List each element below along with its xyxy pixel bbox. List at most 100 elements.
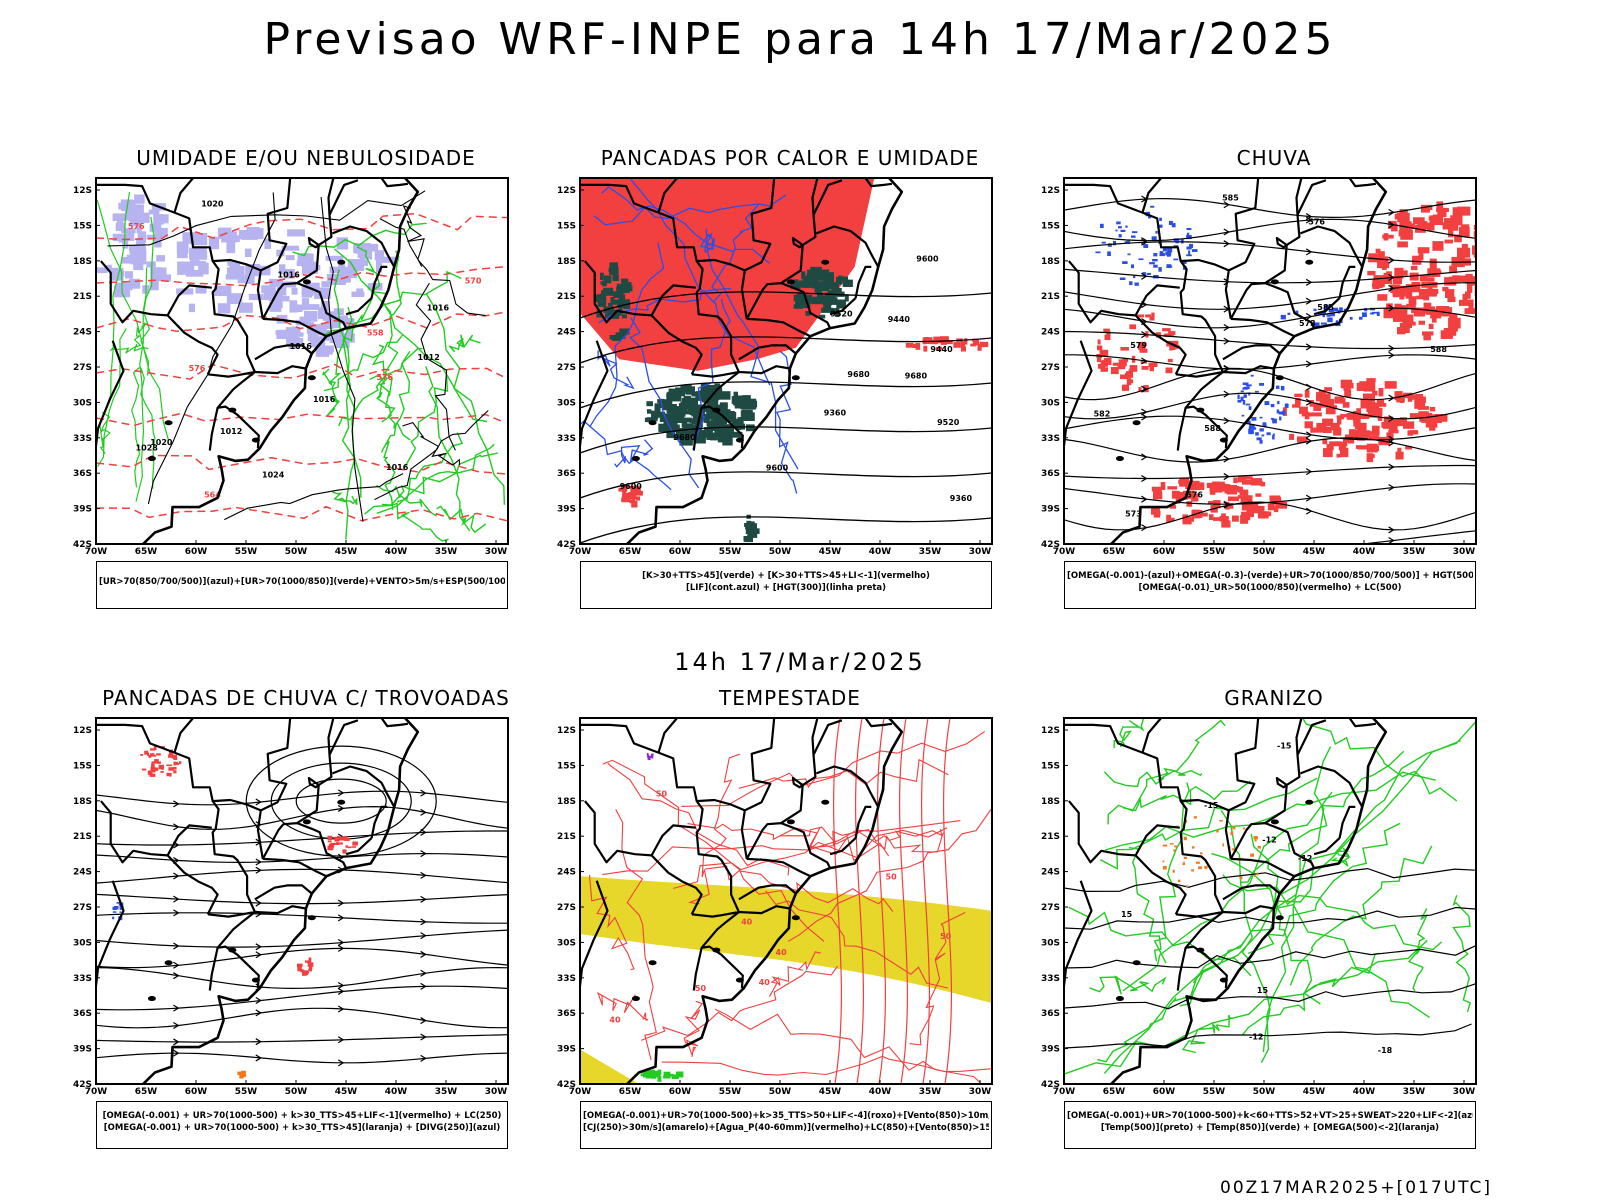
flow-arrow (1141, 385, 1148, 393)
country-borders (1064, 718, 1388, 1084)
streamline (1064, 367, 1476, 401)
heat-humidity-area (923, 345, 928, 352)
flow-arrow (1305, 312, 1313, 320)
contour-label: 1012 (418, 353, 440, 362)
omega-area (1149, 262, 1155, 265)
heat-humidity-area (631, 500, 638, 508)
rain-area (1310, 427, 1323, 433)
lat-tick-label: 15S (73, 761, 92, 771)
flow-arrow (1223, 390, 1230, 398)
omega-area (1370, 312, 1375, 315)
flow-arrow (255, 866, 262, 874)
rain-area (1237, 495, 1248, 499)
rain-area (1461, 243, 1468, 252)
humidity-upper-area (336, 237, 349, 250)
omega-area (1125, 225, 1128, 228)
flow-arrow (255, 858, 262, 866)
omega-area (1263, 424, 1267, 428)
thickness-contour (96, 212, 508, 241)
border-line (692, 947, 703, 991)
rain-area (1377, 251, 1385, 260)
omega-area (1250, 374, 1254, 377)
border-line (261, 282, 348, 329)
border-line (345, 297, 373, 316)
heat-humidity-area (634, 486, 641, 490)
rain-area (1390, 284, 1401, 293)
omega-area (1100, 223, 1104, 228)
rain-area (1369, 453, 1375, 459)
humidity-upper-area (156, 255, 165, 262)
border-line (254, 365, 307, 375)
legend-line: [OMEGA(-0.001)-(azul)+OMEGA(-0.3)-(verde… (1067, 571, 1473, 581)
omega-area (1376, 311, 1380, 316)
rain-area (1368, 257, 1380, 263)
lon-tick-label: 65W (619, 547, 642, 557)
lifted-index-contour (589, 242, 665, 428)
country-borders (96, 178, 420, 544)
border-line (692, 407, 703, 451)
rain-area (1399, 209, 1408, 217)
thickness-contour (96, 412, 505, 427)
border-line (580, 183, 740, 378)
omega-area (1279, 416, 1282, 421)
thunderstorm-area (297, 965, 301, 969)
lat-tick-label: 36S (1041, 1009, 1060, 1019)
humidity-low-contour (97, 328, 127, 467)
lat-tick-label: 33S (1041, 434, 1060, 444)
heat-humidity-area (940, 338, 947, 345)
instability-area (675, 387, 688, 394)
rain-area (1103, 328, 1110, 333)
flow-arrow (1388, 344, 1395, 352)
humidity-upper-area (118, 236, 124, 243)
streamline (96, 1052, 508, 1064)
rain-area (1166, 341, 1171, 347)
legend-box: [OMEGA(-0.001)-(azul)+OMEGA(-0.3)-(verde… (1064, 561, 1476, 609)
rain-area (1360, 399, 1368, 409)
temp-850-contour (1089, 975, 1167, 995)
flow-arrow (1305, 431, 1313, 439)
rain-area (1382, 234, 1394, 239)
lat-tick-label: 12S (557, 186, 576, 196)
lon-tick-label: 60W (1153, 1087, 1176, 1097)
rain-area (1253, 505, 1265, 514)
flow-arrow (173, 1004, 180, 1012)
flow-arrow (173, 942, 180, 950)
valid-time-title: 14h 17/Mar/2025 (674, 648, 926, 676)
omega-area (1133, 275, 1136, 279)
border-line (1313, 297, 1341, 316)
humidity-upper-area (272, 290, 283, 304)
rain-area (1412, 255, 1422, 265)
map-fields: 588 588 585 585 582 579 576 576 573 573 (1064, 194, 1476, 544)
omega-area (1246, 386, 1250, 390)
rain-area (1459, 299, 1473, 306)
rain-area (1421, 419, 1433, 423)
omega-500-area (1173, 849, 1176, 852)
instability-area (681, 417, 693, 423)
instability-area (747, 530, 755, 537)
rain-area (1221, 513, 1226, 522)
rain-area (1400, 229, 1413, 240)
omega-500-area (1196, 861, 1200, 864)
border-line (580, 340, 609, 447)
rain-area (1140, 342, 1147, 347)
instability-area (658, 423, 666, 431)
map-content: 9680 9680 9680 9600 9600 9600 9520 9520 9440 9440… (580, 178, 992, 544)
humidity-upper-area (285, 327, 301, 336)
instability-area (684, 423, 693, 431)
lake (712, 407, 721, 413)
rain-area (1273, 505, 1279, 513)
rain-area (1447, 296, 1456, 303)
thunderstorm-area (342, 836, 348, 840)
rain-area (1407, 394, 1420, 400)
lat-tick-label: 18S (557, 257, 576, 267)
rain-area (1368, 435, 1380, 440)
rain-area (1367, 381, 1376, 386)
rain-area (1445, 289, 1455, 298)
legend-box: [UR>70(850/700/500)](azul)+[UR>70(1000/8… (96, 561, 508, 609)
border-line (696, 798, 746, 812)
lat-tick-label: 24S (73, 868, 92, 878)
instability-area (619, 328, 630, 335)
thunderstorm-area (300, 969, 304, 973)
lifted-index-contour (775, 350, 798, 494)
